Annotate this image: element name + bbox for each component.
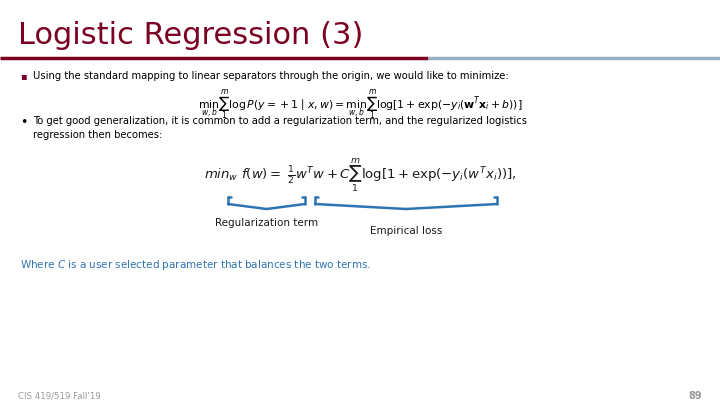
Text: CIS 419/519 Fall'19: CIS 419/519 Fall'19 — [18, 392, 101, 401]
Text: Logistic Regression (3): Logistic Regression (3) — [18, 21, 364, 51]
Text: ▪: ▪ — [20, 71, 27, 81]
Text: Where $C$ is a user selected parameter that balances the two terms.: Where $C$ is a user selected parameter t… — [20, 258, 371, 272]
Text: $\min_{w,b} \sum_1^m \log P(y = +1 \mid x, w) = \min_{w,b} \sum_1^m \log[1 + \ex: $\min_{w,b} \sum_1^m \log P(y = +1 \mid … — [198, 88, 522, 122]
Text: •: • — [20, 116, 27, 129]
Text: To get good generalization, it is common to add a regularization term, and the r: To get good generalization, it is common… — [33, 116, 527, 126]
Text: $\mathit{min}_w\ f(w) = \ \frac{1}{2} w^Tw + C\sum_{1}^{m} \log[1 + \exp(-y_i(w^: $\mathit{min}_w\ f(w) = \ \frac{1}{2} w^… — [204, 157, 516, 194]
Text: Regularization term: Regularization term — [215, 218, 318, 228]
Text: 89: 89 — [688, 391, 702, 401]
Text: Using the standard mapping to linear separators through the origin, we would lik: Using the standard mapping to linear sep… — [33, 71, 508, 81]
Text: regression then becomes:: regression then becomes: — [33, 130, 162, 140]
Text: Empirical loss: Empirical loss — [370, 226, 442, 236]
